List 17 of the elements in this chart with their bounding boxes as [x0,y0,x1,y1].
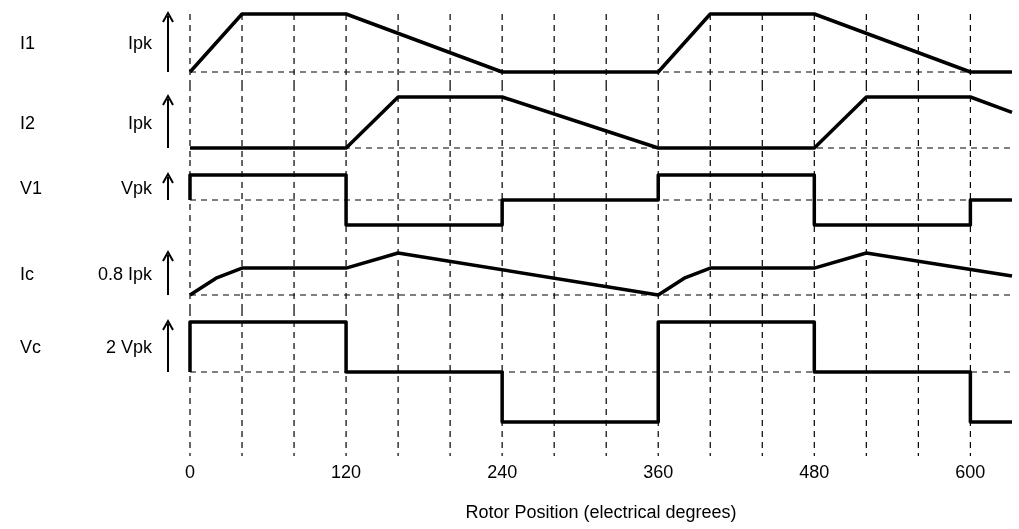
x-tick-label: 480 [799,462,830,482]
y-axis-title: I2 [20,112,36,133]
text: 0.8 Ipk [97,264,153,284]
text: Ipk [127,33,153,53]
y-axis-title: Ic [20,264,35,284]
x-tick-label: 240 [487,462,518,482]
x-tick-label: 360 [643,462,674,482]
x-tick-label: 600 [955,462,986,482]
text: Ipk [127,112,153,133]
text: Vpk [120,177,153,198]
y-axis-title: Vc [20,337,42,357]
x-tick-label: 120 [331,462,362,482]
y-axis-title: V1 [20,177,43,198]
y-axis-title: I1 [20,33,36,53]
x-tick-label: 0 [184,462,196,482]
x-axis-title: Rotor Position (electrical degrees) [465,502,737,522]
text: 2 Vpk [105,337,153,357]
